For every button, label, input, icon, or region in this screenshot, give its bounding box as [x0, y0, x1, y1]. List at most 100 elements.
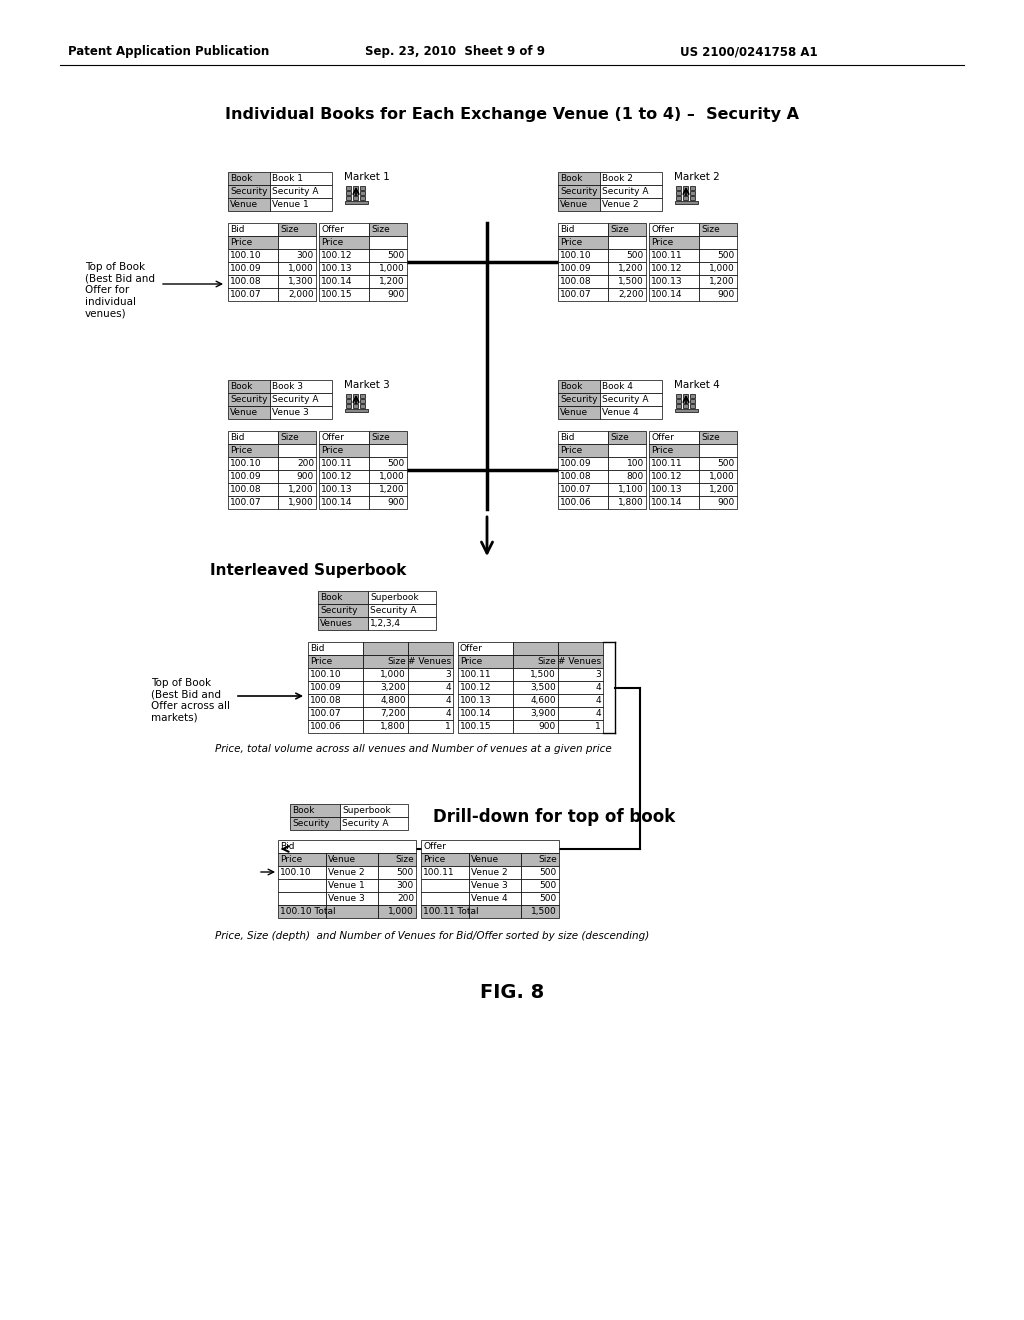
Bar: [699, 444, 737, 457]
Bar: [408, 694, 453, 708]
Bar: [326, 892, 378, 906]
Bar: [608, 496, 646, 510]
Text: Price, Size (depth)  and Number of Venues for Bid/Offer sorted by size (descendi: Price, Size (depth) and Number of Venues…: [215, 931, 649, 941]
Bar: [369, 496, 407, 510]
Text: 100.08: 100.08: [310, 696, 342, 705]
Bar: [608, 483, 646, 496]
Bar: [278, 906, 326, 917]
Text: 100.07: 100.07: [310, 709, 342, 718]
Text: Venue: Venue: [560, 201, 588, 209]
Bar: [690, 404, 695, 408]
Text: 100.11 Total: 100.11 Total: [423, 907, 478, 916]
Bar: [513, 668, 558, 681]
Bar: [675, 409, 698, 412]
Text: Price: Price: [423, 855, 445, 865]
Bar: [699, 483, 737, 496]
Text: 100.15: 100.15: [321, 290, 352, 300]
Text: 100.13: 100.13: [651, 484, 683, 494]
Bar: [558, 719, 603, 733]
Bar: [558, 642, 603, 655]
Bar: [368, 591, 436, 605]
Bar: [558, 380, 600, 393]
Text: Price: Price: [230, 446, 252, 455]
Bar: [278, 892, 326, 906]
Text: Venue 2: Venue 2: [328, 869, 365, 876]
Bar: [353, 186, 358, 190]
Bar: [362, 655, 408, 668]
Bar: [408, 681, 453, 694]
Bar: [228, 393, 270, 407]
Text: 100.09: 100.09: [560, 459, 592, 469]
Bar: [683, 191, 688, 195]
Bar: [308, 708, 362, 719]
Bar: [360, 399, 365, 403]
Text: Interleaved Superbook: Interleaved Superbook: [210, 564, 407, 578]
Text: 100.13: 100.13: [321, 264, 352, 273]
Bar: [228, 198, 270, 211]
Bar: [278, 275, 316, 288]
Text: 100.11: 100.11: [460, 671, 492, 678]
Bar: [319, 483, 369, 496]
Bar: [368, 616, 436, 630]
Text: 500: 500: [718, 459, 735, 469]
Bar: [369, 457, 407, 470]
Bar: [278, 457, 316, 470]
Bar: [558, 172, 600, 185]
Text: 100.07: 100.07: [560, 484, 592, 494]
Bar: [326, 879, 378, 892]
Text: 1,000: 1,000: [710, 473, 735, 480]
Bar: [699, 275, 737, 288]
Bar: [278, 236, 316, 249]
Bar: [319, 496, 369, 510]
Bar: [353, 191, 358, 195]
Text: Venue 3: Venue 3: [272, 408, 309, 417]
Text: 900: 900: [388, 498, 406, 507]
Bar: [699, 457, 737, 470]
Text: Venue 3: Venue 3: [328, 894, 365, 903]
Text: Security: Security: [560, 187, 597, 195]
Text: 4,800: 4,800: [380, 696, 406, 705]
Bar: [649, 223, 699, 236]
Bar: [600, 172, 662, 185]
Text: Book: Book: [560, 381, 583, 391]
Bar: [369, 444, 407, 457]
Text: Book 2: Book 2: [602, 174, 633, 183]
Bar: [608, 457, 646, 470]
Text: 100.09: 100.09: [230, 473, 261, 480]
Text: 100.08: 100.08: [560, 473, 592, 480]
Bar: [278, 840, 416, 853]
Bar: [699, 288, 737, 301]
Text: Individual Books for Each Exchange Venue (1 to 4) –  Security A: Individual Books for Each Exchange Venue…: [225, 107, 799, 123]
Text: Market 4: Market 4: [674, 380, 720, 389]
Bar: [278, 470, 316, 483]
Text: 4: 4: [445, 709, 451, 718]
Text: 1,100: 1,100: [618, 484, 644, 494]
Text: Venue: Venue: [230, 408, 258, 417]
Bar: [690, 393, 695, 399]
Bar: [600, 393, 662, 407]
Bar: [458, 642, 513, 655]
Text: FIG. 8: FIG. 8: [480, 983, 544, 1002]
Bar: [469, 853, 521, 866]
Text: 1,000: 1,000: [380, 671, 406, 678]
Text: 100.07: 100.07: [230, 290, 261, 300]
Text: Price: Price: [651, 238, 673, 247]
Text: Price: Price: [230, 238, 252, 247]
Text: 300: 300: [297, 251, 314, 260]
Bar: [360, 186, 365, 190]
Text: 100.11: 100.11: [423, 869, 455, 876]
Bar: [690, 191, 695, 195]
Bar: [378, 879, 416, 892]
Text: Price: Price: [321, 446, 343, 455]
Bar: [228, 288, 278, 301]
Bar: [369, 249, 407, 261]
Text: 100.13: 100.13: [321, 484, 352, 494]
Bar: [228, 432, 278, 444]
Text: Size: Size: [371, 224, 390, 234]
Bar: [649, 457, 699, 470]
Bar: [278, 288, 316, 301]
Text: 1,000: 1,000: [388, 907, 414, 916]
Text: Security A: Security A: [602, 395, 648, 404]
Text: 100.14: 100.14: [460, 709, 492, 718]
Bar: [368, 605, 436, 616]
